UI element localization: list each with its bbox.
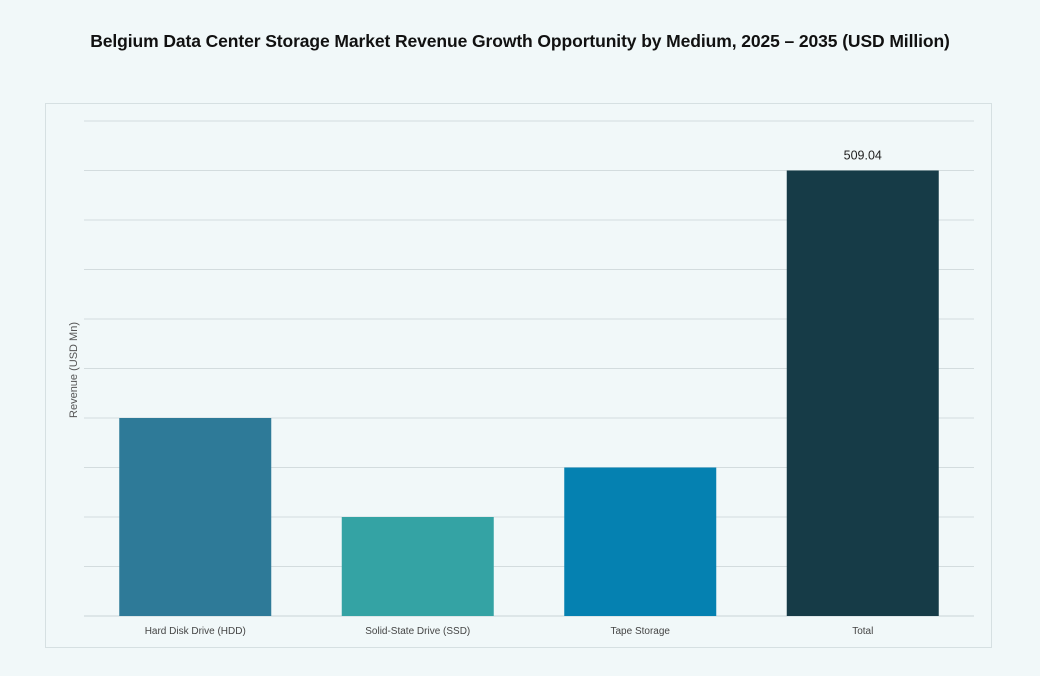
- bars: [119, 170, 939, 616]
- chart-title: Belgium Data Center Storage Market Reven…: [90, 31, 950, 51]
- y-axis-label: Revenue (USD Mn): [68, 322, 80, 418]
- bar: [564, 467, 717, 616]
- data-label: 509.04: [844, 149, 882, 163]
- bar: [119, 418, 272, 616]
- x-tick-label: Tape Storage: [611, 626, 671, 637]
- bar: [341, 517, 494, 616]
- x-tick-label: Solid-State Drive (SSD): [365, 626, 470, 637]
- x-tick-label: Total: [852, 626, 873, 637]
- labels: Hard Disk Drive (HDD) Solid-State Drive (…: [145, 149, 882, 638]
- x-tick-label: Hard Disk Drive (HDD): [145, 626, 246, 637]
- bar: [786, 170, 939, 616]
